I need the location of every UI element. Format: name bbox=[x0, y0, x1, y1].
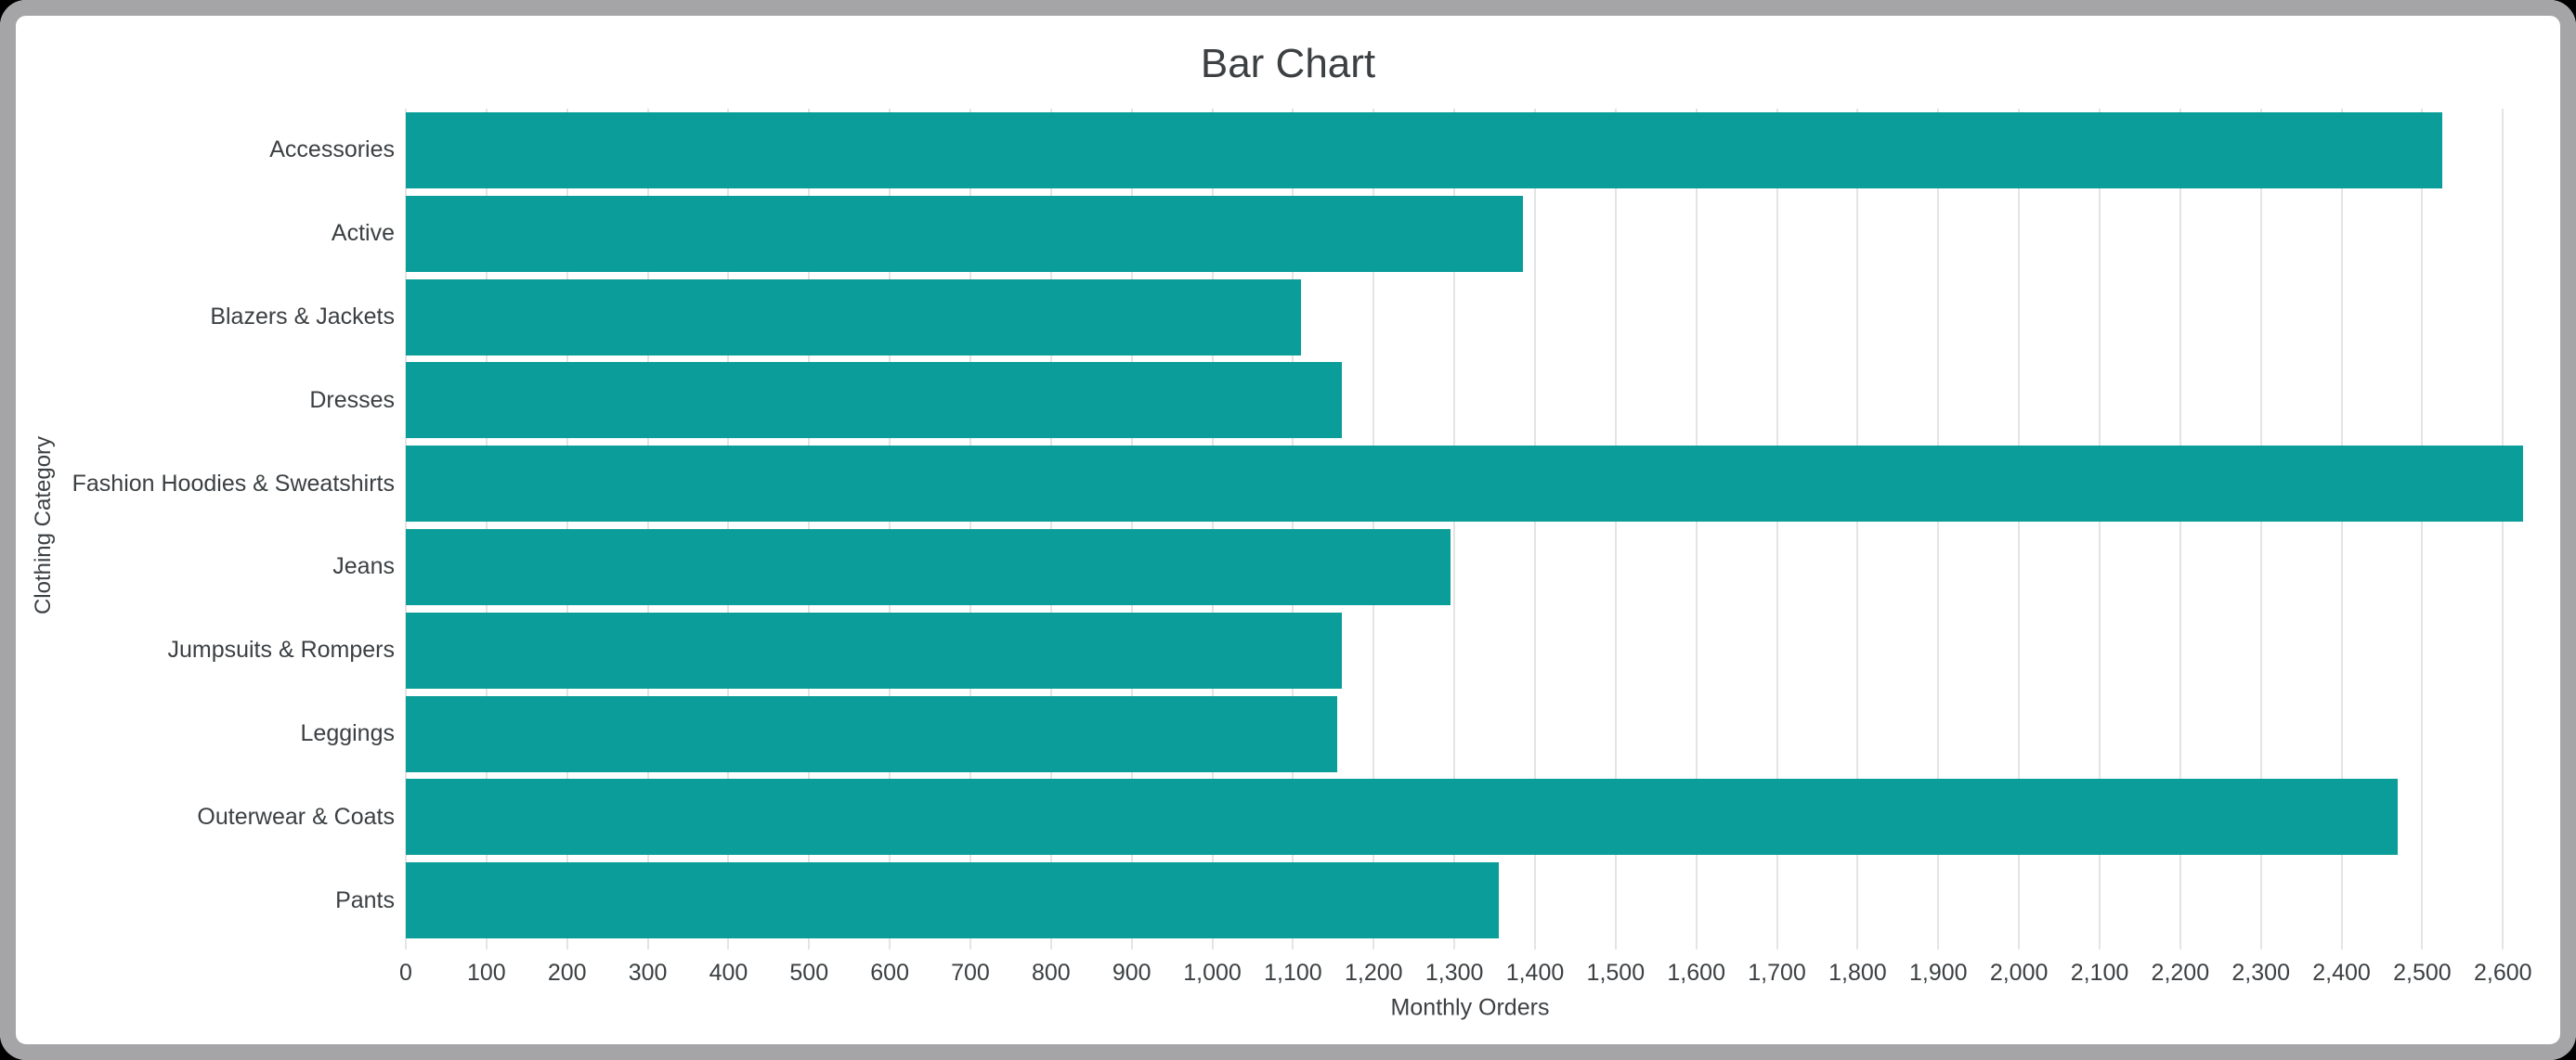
x-tick-label: 1,400 bbox=[1505, 960, 1565, 986]
y-category-label: Jumpsuits & Rompers bbox=[167, 637, 395, 664]
gridline-2000 bbox=[2018, 109, 2021, 950]
x-tick-label: 300 bbox=[628, 960, 668, 986]
x-tick-label: 2,000 bbox=[1989, 960, 2049, 986]
gridline-1300 bbox=[1453, 109, 1456, 950]
y-axis-title: Clothing Category bbox=[31, 435, 56, 615]
gridline-2100 bbox=[2098, 109, 2101, 950]
bar-active bbox=[406, 195, 1523, 272]
gridline-2400 bbox=[2340, 109, 2343, 950]
x-tick-label: 2,100 bbox=[2070, 960, 2129, 986]
bar-leggings bbox=[406, 695, 1338, 772]
y-category-label: Dresses bbox=[309, 386, 395, 413]
y-category-label: Jeans bbox=[332, 553, 395, 580]
y-category-label: Active bbox=[331, 220, 395, 247]
bar-fashion-hoodies-sweatshirts bbox=[406, 446, 2523, 523]
x-tick-label: 800 bbox=[1031, 960, 1071, 986]
x-tick-label: 1,300 bbox=[1425, 960, 1484, 986]
x-tick-label: 400 bbox=[709, 960, 748, 986]
gridline-1800 bbox=[1856, 109, 1859, 950]
x-tick-label: 200 bbox=[547, 960, 587, 986]
y-category-label: Pants bbox=[335, 886, 395, 913]
bar-outerwear-coats bbox=[406, 779, 2399, 856]
bar-dresses bbox=[406, 362, 1342, 439]
y-category-label: Outerwear & Coats bbox=[197, 803, 395, 830]
x-tick-label: 1,600 bbox=[1667, 960, 1725, 986]
x-tick-label: 900 bbox=[1112, 960, 1151, 986]
x-tick-label: 700 bbox=[951, 960, 990, 986]
x-tick-label: 1,100 bbox=[1264, 960, 1322, 986]
y-category-label: Accessories bbox=[269, 136, 395, 163]
x-tick-label: 1,000 bbox=[1183, 960, 1242, 986]
x-tick-label: 1,200 bbox=[1344, 960, 1403, 986]
bar-jumpsuits-rompers bbox=[406, 612, 1342, 689]
bar-jeans bbox=[406, 528, 1451, 605]
x-tick-label: 2,600 bbox=[2473, 960, 2532, 986]
x-tick-label: 1,800 bbox=[1828, 960, 1887, 986]
x-tick-label: 2,500 bbox=[2393, 960, 2452, 986]
x-tick-label: 600 bbox=[870, 960, 909, 986]
x-tick-label: 2,300 bbox=[2231, 960, 2290, 986]
x-tick-label: 1,700 bbox=[1748, 960, 1806, 986]
x-tick-label: 1,500 bbox=[1586, 960, 1646, 986]
x-tick-label: 0 bbox=[399, 960, 412, 986]
gridline-1600 bbox=[1695, 109, 1698, 950]
gridline-1400 bbox=[1533, 109, 1536, 950]
x-tick-label: 2,400 bbox=[2312, 960, 2371, 986]
bar-accessories bbox=[406, 111, 2443, 188]
gridline-1500 bbox=[1614, 109, 1617, 950]
gridline-1900 bbox=[1937, 109, 1940, 950]
gridline-2300 bbox=[2259, 109, 2262, 950]
y-category-label: Leggings bbox=[300, 719, 395, 746]
x-tick-label: 2,200 bbox=[2151, 960, 2210, 986]
x-tick-label: 100 bbox=[466, 960, 506, 986]
y-category-label: Fashion Hoodies & Sweatshirts bbox=[72, 470, 395, 497]
x-tick-label: 500 bbox=[789, 960, 829, 986]
chart-title: Bar Chart bbox=[1200, 41, 1376, 86]
gridline-2500 bbox=[2421, 109, 2424, 950]
gridline-1700 bbox=[1776, 109, 1778, 950]
x-axis-title: Monthly Orders bbox=[1390, 994, 1550, 1021]
x-tick-label: 1,900 bbox=[1908, 960, 1968, 986]
gridline-2600 bbox=[2502, 109, 2504, 950]
gridline-2200 bbox=[2179, 109, 2181, 950]
y-category-label: Blazers & Jackets bbox=[210, 303, 395, 330]
bar-pants bbox=[406, 862, 1499, 939]
plot-area bbox=[405, 109, 2535, 950]
bar-blazers-jackets bbox=[406, 278, 1302, 355]
